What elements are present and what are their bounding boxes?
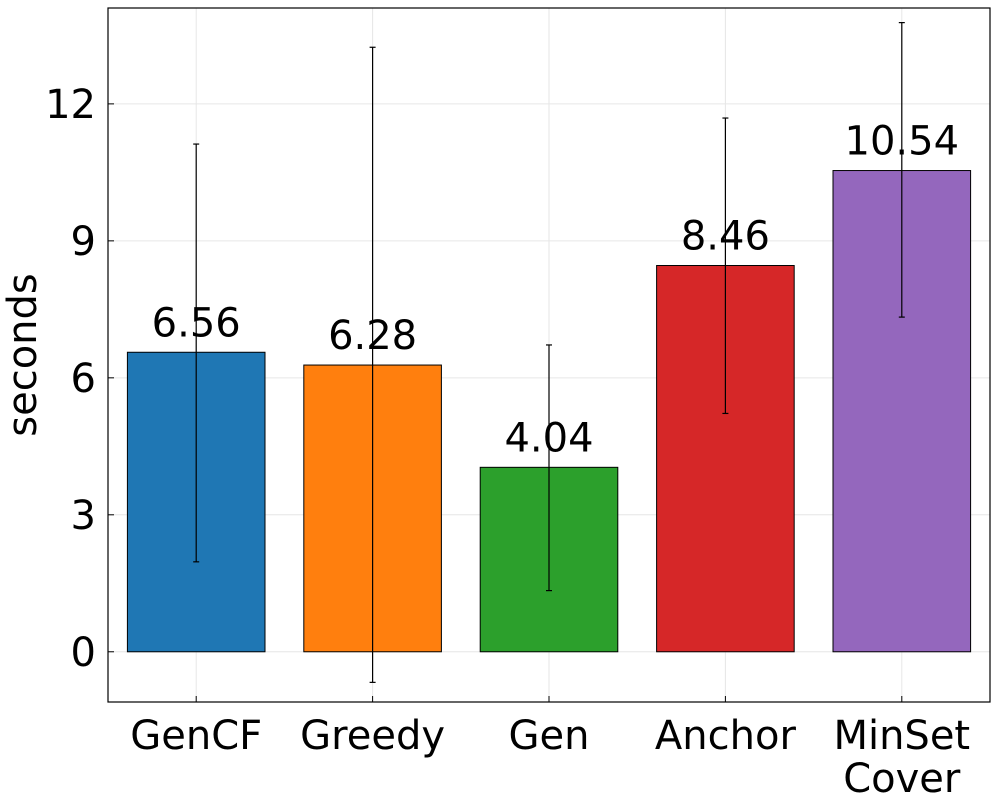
error-bar [722,117,729,415]
y-tick-label: 0 [71,630,96,676]
x-axis-ticks: GenCF Greedy Gen Anchor MinSet Cover [130,696,970,800]
error-bar [369,46,376,683]
bar-value-label: 6.28 [328,313,417,359]
x-tick-label-line: Cover [843,756,961,800]
x-tick-label: Greedy [300,713,445,759]
bar-value-label: 4.04 [504,415,593,461]
x-tick-label-line: Greedy [300,713,445,759]
y-axis-ticks: 0 3 6 9 12 [45,82,114,676]
bar-value-labels: 6.56 6.28 4.04 8.46 10.54 [152,119,959,462]
x-tick-label: Gen [509,713,590,759]
y-tick-label: 9 [71,219,96,265]
x-tick-label: Anchor [655,713,797,759]
y-tick-label: 12 [45,82,96,128]
y-tick-label: 6 [71,356,96,402]
y-tick-label: 3 [71,493,96,539]
x-tick-label-line: Anchor [655,713,797,759]
error-bar [546,344,552,592]
bar-value-label: 6.56 [152,300,241,346]
bar-value-label: 8.46 [681,214,770,260]
x-tick-label-line: MinSet [833,713,970,759]
x-tick-label: GenCF [130,713,262,759]
x-tick-label-line: GenCF [130,713,262,759]
y-axis-label: seconds [0,273,46,437]
error-bars [193,22,905,683]
bar-value-label: 10.54 [845,119,960,165]
error-bar [193,143,200,563]
x-tick-label: MinSet Cover [833,713,970,800]
error-bar [898,22,905,318]
x-tick-label-line: Gen [509,713,590,759]
